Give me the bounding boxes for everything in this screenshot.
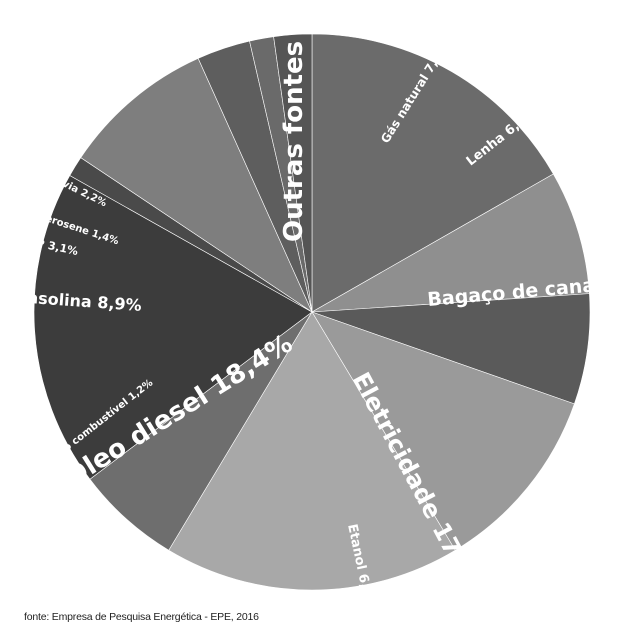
pie-slice-g-s-natural	[311, 173, 590, 313]
pie-slices	[33, 33, 591, 591]
pie-slice-gasolina	[80, 57, 313, 313]
slice-label-outras-fontes: Outras fontes 16,7%	[279, 0, 309, 242]
pie-slice-baga-o-de-cana	[311, 311, 575, 551]
pie-slice-outras-fontes	[311, 33, 554, 313]
source-note: fonte: Empresa de Pesquisa Energética - …	[24, 611, 259, 623]
pie-slice--leo-diesel	[33, 175, 313, 480]
pie-slice-eletricidade	[168, 311, 456, 591]
pie-slice-lenha	[311, 293, 591, 405]
pie-slice-lix-via	[273, 33, 313, 313]
